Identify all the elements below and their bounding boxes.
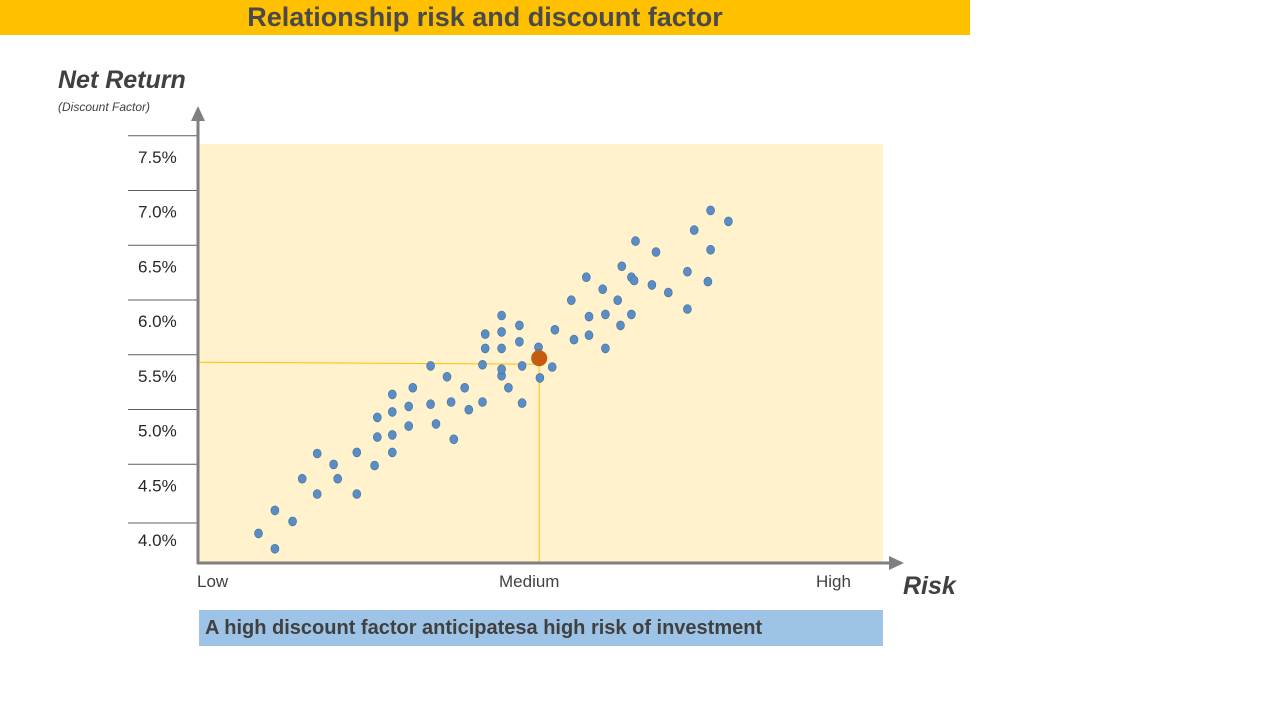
- x-category-low: Low: [197, 572, 229, 591]
- data-point: [352, 447, 362, 458]
- data-point: [431, 419, 441, 429]
- data-point: [449, 434, 459, 445]
- data-point: [569, 334, 579, 345]
- data-point: [584, 311, 594, 322]
- data-point: [535, 373, 545, 383]
- y-tick-label: 5.5%: [138, 367, 177, 386]
- data-point: [683, 304, 692, 314]
- data-point: [497, 310, 506, 321]
- data-point: [352, 489, 362, 499]
- data-point: [460, 382, 470, 393]
- data-point: [616, 320, 625, 331]
- data-point: [601, 309, 610, 320]
- data-point: [598, 284, 608, 295]
- x-category-high: High: [816, 572, 851, 591]
- data-point: [517, 361, 527, 371]
- data-point: [613, 295, 623, 306]
- y-tick-label: 6.0%: [138, 312, 177, 331]
- x-category-medium: Medium: [499, 572, 560, 591]
- data-point: [408, 382, 418, 393]
- data-point: [629, 275, 639, 286]
- y-axis-subtitle: (Discount Factor): [58, 100, 151, 114]
- data-point: [404, 421, 414, 431]
- data-point: [387, 389, 397, 400]
- data-point: [387, 430, 397, 440]
- y-tick-label: 4.5%: [138, 476, 177, 495]
- data-point: [497, 364, 506, 375]
- data-point: [504, 382, 513, 393]
- data-point: [329, 459, 338, 470]
- data-point: [703, 276, 713, 287]
- data-point: [647, 280, 657, 290]
- data-point: [584, 330, 594, 341]
- data-point: [426, 399, 435, 410]
- data-point: [464, 404, 474, 415]
- data-point: [426, 361, 435, 371]
- data-point: [297, 473, 307, 484]
- x-axis-arrow: [889, 556, 904, 570]
- data-point: [333, 473, 343, 484]
- data-point: [254, 528, 263, 539]
- x-axis-title: Risk: [903, 572, 956, 600]
- data-point: [581, 272, 591, 283]
- data-point: [442, 371, 452, 382]
- data-point: [478, 397, 487, 407]
- data-point: [270, 543, 280, 554]
- data-point: [497, 327, 506, 337]
- data-point: [497, 343, 506, 354]
- data-point: [387, 447, 397, 458]
- data-point: [689, 225, 699, 235]
- caption-bar: A high discount factor anticipatesa high…: [199, 610, 883, 646]
- y-tick-label: 4.0%: [138, 531, 177, 550]
- data-point: [312, 489, 322, 499]
- data-point: [372, 412, 382, 423]
- data-point: [627, 309, 636, 320]
- y-tick-label: 7.5%: [138, 148, 177, 167]
- y-tick-label: 6.5%: [138, 257, 177, 276]
- title-bar: Relationship risk and discount factor: [0, 0, 970, 35]
- y-axis-title: Net Return: [58, 66, 186, 94]
- data-point: [547, 362, 557, 372]
- data-point: [480, 343, 490, 354]
- data-point: [404, 401, 414, 412]
- data-point: [601, 343, 610, 354]
- data-point: [724, 216, 733, 227]
- data-point: [517, 398, 527, 408]
- data-point: [370, 460, 379, 471]
- data-point: [446, 397, 456, 407]
- data-point: [480, 329, 490, 339]
- y-tick-label: 7.0%: [138, 203, 177, 222]
- data-point: [651, 247, 661, 257]
- slide-title: Relationship risk and discount factor: [247, 2, 723, 32]
- highlight-point: [531, 350, 548, 367]
- data-point: [312, 448, 322, 459]
- y-axis-arrow: [191, 106, 205, 121]
- y-tick-label: 5.0%: [138, 422, 177, 441]
- caption-text: A high discount factor anticipatesa high…: [205, 617, 763, 639]
- data-point: [706, 245, 715, 255]
- data-point: [566, 295, 576, 306]
- data-point: [515, 336, 524, 347]
- data-point: [387, 407, 397, 417]
- data-point: [550, 324, 560, 335]
- data-point: [683, 266, 692, 277]
- data-point: [270, 505, 280, 516]
- data-point: [617, 261, 627, 272]
- data-point: [515, 320, 524, 331]
- data-point: [478, 359, 487, 370]
- data-point: [706, 205, 715, 216]
- data-point: [372, 432, 382, 442]
- data-point: [288, 516, 297, 527]
- data-point: [631, 236, 640, 246]
- data-point: [663, 287, 673, 298]
